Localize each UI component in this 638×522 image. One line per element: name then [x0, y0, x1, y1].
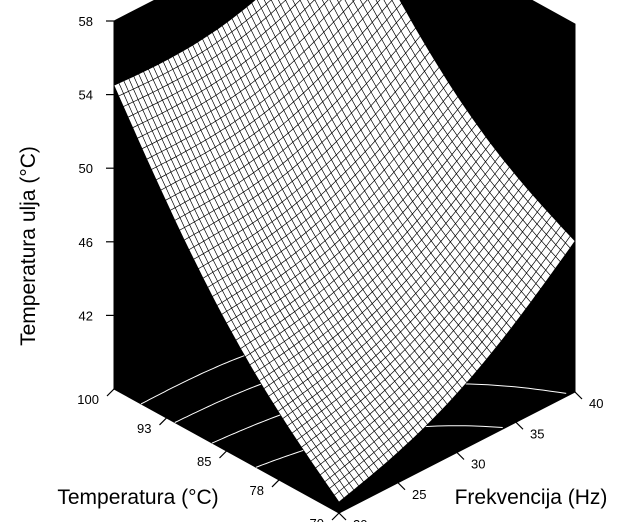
y-tick-mark: [456, 452, 465, 460]
y-tick-mark: [515, 421, 524, 430]
z-tick-label: 46: [79, 235, 93, 250]
z-tick-label: 58: [79, 14, 93, 29]
x-tick-mark: [219, 450, 227, 459]
y-tick-label: 40: [589, 396, 603, 411]
x-tick-mark: [271, 479, 280, 488]
z-tick-label: 50: [79, 161, 93, 176]
x-tick-label: 70: [310, 516, 324, 522]
y-tick-mark: [397, 482, 406, 491]
z-tick-label: 42: [79, 308, 93, 323]
x-axis-label: Temperatura (°C): [57, 486, 218, 509]
y-tick-label: 35: [530, 426, 544, 441]
z-axis-label: Temperatura ulja (°C): [17, 146, 40, 346]
y-tick-label: 20: [353, 517, 367, 522]
y-axis-label: Frekvencija (Hz): [455, 486, 608, 509]
x-tick-label: 93: [137, 421, 151, 436]
z-axis-ticks: 42 46 50 54 58: [79, 14, 114, 323]
surface-cell: [333, 490, 345, 503]
x-tick-label: 100: [77, 392, 99, 407]
response-surface: [113, 0, 576, 503]
y-tick-mark: [574, 391, 583, 400]
x-tick-mark: [159, 417, 167, 426]
x-tick-mark: [106, 388, 115, 397]
y-tick-mark: [338, 512, 347, 521]
x-axis-ticks: 70 78 85 93 100: [77, 388, 340, 522]
z-tick-label: 54: [79, 88, 93, 103]
y-axis-ticks: 20 25 30 35 40: [338, 391, 603, 522]
y-tick-label: 25: [412, 487, 426, 502]
x-tick-label: 78: [250, 483, 264, 498]
x-tick-mark: [331, 512, 340, 521]
y-tick-label: 30: [471, 457, 485, 472]
x-tick-label: 85: [197, 454, 211, 469]
